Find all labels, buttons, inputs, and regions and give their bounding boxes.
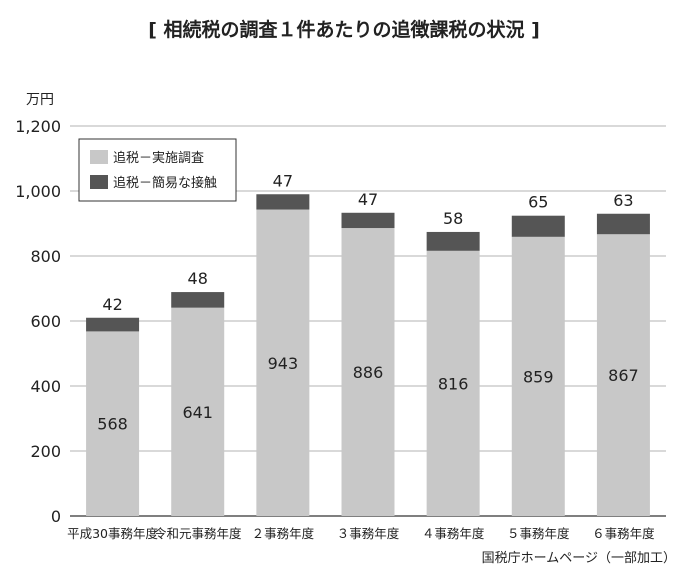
bars: 568 42 641 48 943 47 886 47 816 58 859 65 867 63 <box>86 171 650 517</box>
data-label-investigation: 859 <box>523 367 554 386</box>
x-tick-label: ６事務年度 <box>592 526 655 541</box>
legend-label-simple-contact: 追税－簡易な接触 <box>113 175 217 191</box>
y-tick-label: 1,200 <box>15 117 61 136</box>
bar-investigation <box>171 307 225 516</box>
x-tick-label: ４事務年度 <box>422 526 485 541</box>
bar-investigation <box>511 236 565 516</box>
x-tick-label: ３事務年度 <box>337 526 400 541</box>
data-label-investigation: 568 <box>97 415 128 434</box>
data-label-investigation: 641 <box>182 403 213 422</box>
data-label-investigation: 867 <box>608 366 639 385</box>
y-tick-label: 0 <box>51 507 61 526</box>
y-axis-unit-label: 万円 <box>26 92 54 108</box>
data-label-investigation: 816 <box>438 374 469 393</box>
data-label-simple-contact: 47 <box>273 171 293 190</box>
legend-swatch-investigation <box>90 150 108 164</box>
data-label-simple-contact: 42 <box>102 295 122 314</box>
bar-simple-contact <box>256 194 310 210</box>
y-tick-label: 400 <box>30 377 61 396</box>
y-tick-label: 1,000 <box>15 182 61 201</box>
legend-box <box>78 138 237 202</box>
legend-swatch-simple-contact <box>90 175 108 189</box>
bar-investigation <box>596 234 650 516</box>
y-tick-label: 200 <box>30 442 61 461</box>
x-tick-label: ５事務年度 <box>507 526 570 541</box>
chart-title: [ 相続税の調査１件あたりの追徴課税の状況 ] <box>148 18 540 41</box>
legend-label-investigation: 追税－実施調査 <box>113 150 204 166</box>
y-axis-ticks: 0 200 400 600 800 1,000 1,200 <box>15 117 61 526</box>
data-label-simple-contact: 47 <box>358 190 378 209</box>
bar-investigation <box>341 228 395 517</box>
x-tick-label: 平成30事務年度 <box>67 526 158 541</box>
bar-investigation <box>426 250 480 517</box>
bar-simple-contact <box>596 213 650 235</box>
y-tick-label: 800 <box>30 247 61 266</box>
legend: 追税－実施調査 追税－簡易な接触 <box>78 138 237 202</box>
data-label-simple-contact: 58 <box>443 209 463 228</box>
y-tick-label: 600 <box>30 312 61 331</box>
bar-simple-contact <box>86 317 140 332</box>
bar-simple-contact <box>341 212 395 229</box>
data-label-investigation: 943 <box>268 354 299 373</box>
bar-investigation <box>86 331 140 516</box>
bar-investigation <box>256 209 310 516</box>
data-label-simple-contact: 63 <box>613 191 633 210</box>
source-note: 国税庁ホームページ（一部加工） <box>482 551 676 566</box>
data-label-investigation: 886 <box>353 363 384 382</box>
bar-simple-contact <box>171 292 225 308</box>
x-tick-label: ２事務年度 <box>252 526 315 541</box>
bar-simple-contact <box>511 215 565 237</box>
data-label-simple-contact: 48 <box>188 269 208 288</box>
x-tick-label: 令和元事務年度 <box>154 526 242 541</box>
data-label-simple-contact: 65 <box>528 193 548 212</box>
bar-simple-contact <box>426 231 480 251</box>
